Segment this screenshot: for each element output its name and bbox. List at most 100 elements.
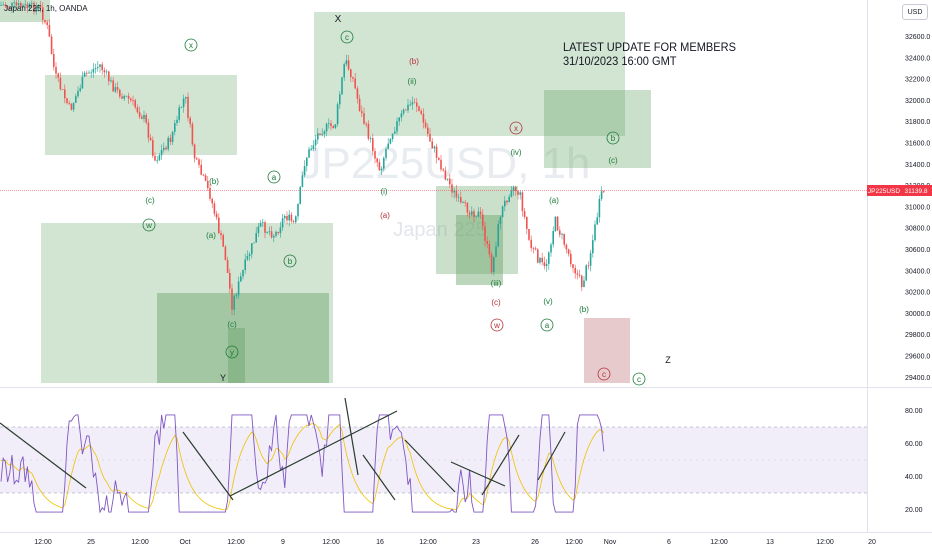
wave-circle: [597, 367, 611, 381]
candle-body: [330, 123, 332, 127]
candle-body: [72, 102, 75, 110]
last-price-value: 31139.8: [904, 188, 927, 195]
candle-body: [200, 164, 202, 175]
wave-label: (c): [145, 196, 155, 205]
candle-body: [202, 174, 205, 176]
zone-box: [436, 186, 518, 274]
candle-body: [367, 123, 370, 139]
time-tick-label: 12:00: [816, 539, 834, 546]
candle-body: [578, 274, 581, 276]
candle-body: [11, 2, 13, 8]
candle-body: [504, 200, 506, 207]
wave-label: (v): [543, 297, 553, 306]
wave-label: (i): [380, 187, 387, 196]
last-price-symbol-box: [867, 185, 901, 196]
candle-body: [442, 169, 444, 171]
candle-body: [512, 187, 515, 191]
candle-body: [279, 227, 282, 234]
candle-body: [182, 98, 185, 107]
candle-body: [598, 198, 601, 218]
candle-body: [240, 276, 242, 282]
candle-body: [138, 112, 141, 117]
candle-body: [372, 138, 374, 152]
zone-box-red: [584, 318, 630, 383]
candle-body: [506, 200, 508, 203]
wave-label: (c): [608, 156, 618, 165]
wave-label: a: [545, 321, 550, 330]
candle-body: [358, 98, 361, 112]
candle-body: [460, 197, 462, 203]
price-tick-label: 32600.0: [905, 34, 930, 41]
candle-body: [136, 107, 139, 113]
candle-body: [77, 90, 79, 97]
symbol-title[interactable]: Japan 225, 1h, OANDA: [4, 4, 88, 13]
candle-body: [457, 197, 460, 199]
candle-body: [585, 265, 587, 281]
candle-body: [592, 240, 594, 254]
candle-body: [391, 133, 394, 140]
candle-body: [233, 296, 235, 310]
candle-body: [325, 123, 328, 132]
candle-body: [413, 102, 416, 104]
time-tick-label: 23: [472, 539, 480, 546]
time-tick-label: 9: [281, 539, 285, 546]
candle-body: [83, 72, 86, 77]
candle-body: [354, 78, 356, 89]
candle-body: [50, 36, 53, 55]
update-note: LATEST UPDATE FOR MEMBERS 31/10/2023 16:…: [563, 40, 736, 68]
wave-circle: [509, 121, 523, 135]
candle-body: [389, 139, 392, 144]
candle-body: [387, 143, 389, 149]
price-tick-label: 30000.0: [905, 311, 930, 318]
candle-body: [154, 155, 156, 161]
candle-body: [235, 295, 238, 297]
wave-label: (a): [380, 211, 390, 220]
time-axis[interactable]: 12:00 25 12:00 Oct 12:00 9 12:00 16 12:00 23 26 12:…: [34, 539, 876, 546]
candle-body: [479, 211, 482, 215]
candle-body: [110, 80, 112, 82]
candle-body: [288, 214, 290, 221]
candle-body: [310, 148, 312, 150]
price-axis[interactable]: 32600.0 32400.0 32200.0 32000.0 31800.0 31600…: [905, 34, 930, 382]
last-price-symbol: JP225USD: [868, 188, 900, 195]
candle-body: [273, 235, 275, 238]
candle-body: [374, 151, 376, 159]
currency-selector[interactable]: USD: [902, 4, 928, 20]
candle-body: [339, 94, 341, 105]
wave-label: (ii): [408, 77, 417, 86]
candle-body: [396, 121, 398, 132]
wave-circle: [606, 131, 620, 145]
candle-body: [108, 71, 110, 82]
candle-body: [17, 3, 20, 6]
candle-body: [292, 221, 295, 223]
rsi-axis[interactable]: 80.00 60.00 40.00 20.00: [905, 408, 923, 514]
candle-body: [97, 66, 99, 68]
candle-body: [42, 7, 44, 20]
candle-body: [484, 226, 486, 242]
candle-body: [268, 231, 271, 233]
candle-body: [567, 249, 570, 254]
candle-body: [262, 222, 264, 223]
candle-body: [528, 229, 530, 240]
price-tick-label: 32000.0: [905, 98, 930, 105]
candle-body: [116, 87, 119, 90]
candle-body: [180, 106, 183, 108]
candle-body: [420, 110, 422, 114]
candle-body: [554, 216, 557, 231]
candle-body: [114, 87, 117, 92]
candle-body: [88, 72, 90, 74]
wave-label: (b): [579, 305, 589, 314]
candle-body: [218, 217, 220, 234]
candle-body: [314, 139, 317, 146]
price-tick-label: 31400.0: [905, 162, 930, 169]
candle-body: [119, 89, 121, 97]
candle-body: [416, 102, 418, 107]
candle-body: [572, 264, 574, 268]
candle-body: [299, 186, 301, 204]
candle-body: [537, 249, 539, 263]
wave-label: x: [189, 41, 193, 50]
candle-body: [405, 109, 407, 111]
candle-body: [534, 248, 537, 250]
